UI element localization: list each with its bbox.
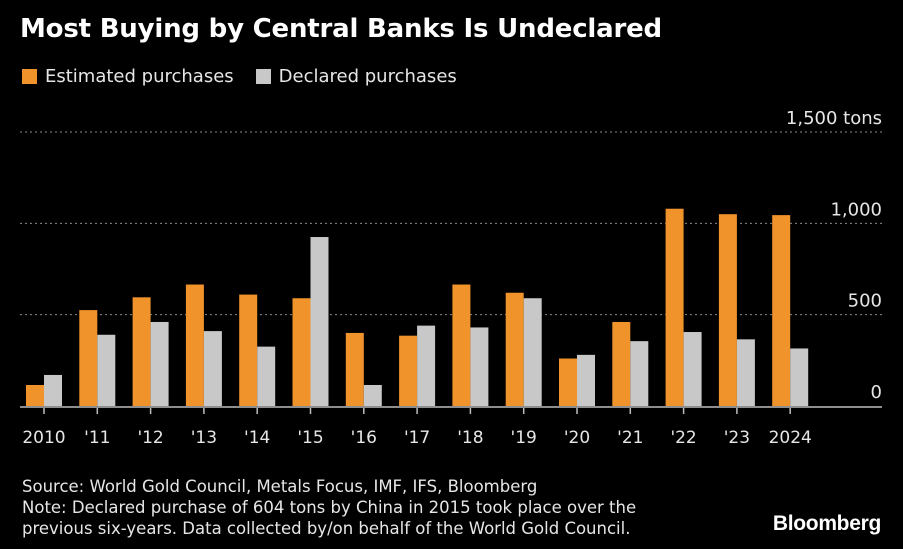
bar-estimated <box>452 284 471 406</box>
bar-declared <box>97 334 116 406</box>
x-tick-label: '19 <box>511 428 537 448</box>
bar-declared <box>150 321 169 406</box>
legend-label-estimated: Estimated purchases <box>45 66 234 87</box>
x-tick-label: '12 <box>137 428 163 448</box>
y-tick-label: 1,000 <box>830 199 882 220</box>
bar-estimated <box>612 321 631 406</box>
bar-declared <box>257 346 276 406</box>
bar-declared <box>203 331 222 406</box>
x-tick-label: '22 <box>670 428 696 448</box>
bar-estimated <box>559 358 577 406</box>
bar-declared <box>736 339 755 406</box>
bar-declared <box>310 237 329 406</box>
legend-item-declared: Declared purchases <box>255 66 457 87</box>
x-tick-label: '11 <box>84 428 110 448</box>
x-tick-label: '18 <box>457 428 483 448</box>
bar-estimated <box>665 208 684 406</box>
bar-declared <box>577 354 595 406</box>
chart-title: Most Buying by Central Banks Is Undeclar… <box>20 14 662 44</box>
note-line-2: previous six-years. Data collected by/on… <box>22 519 631 538</box>
legend-swatch-estimated <box>22 69 37 84</box>
x-tick-label: '13 <box>191 428 217 448</box>
legend: Estimated purchases Declared purchases <box>22 66 479 87</box>
x-tick-label: '16 <box>351 428 377 448</box>
x-tick-label: '14 <box>244 428 270 448</box>
bar-estimated <box>132 297 151 406</box>
bar-declared <box>523 298 542 406</box>
bar-estimated <box>239 294 258 406</box>
legend-label-declared: Declared purchases <box>278 66 457 87</box>
bar-estimated <box>772 215 791 406</box>
bar-declared <box>44 374 62 406</box>
x-tick-label: 2010 <box>22 428 65 448</box>
x-tick-label: '17 <box>404 428 430 448</box>
bar-estimated <box>26 384 44 406</box>
legend-swatch-declared <box>255 69 271 84</box>
y-tick-label: 500 <box>848 291 882 312</box>
bar-declared <box>790 348 809 406</box>
bar-declared <box>363 384 382 406</box>
note-line-1: Note: Declared purchase of 604 tons by C… <box>22 498 637 517</box>
source-text: Source: World Gold Council, Metals Focus… <box>22 477 538 496</box>
x-tick-label: '21 <box>617 428 643 448</box>
x-tick-label: 2024 <box>769 428 812 448</box>
bar-estimated <box>79 310 98 406</box>
x-tick-label: '20 <box>564 428 590 448</box>
bloomberg-logo: Bloomberg <box>772 512 881 535</box>
bar-declared <box>470 327 489 406</box>
x-tick-label: '15 <box>297 428 323 448</box>
y-tick-label: 0 <box>871 382 882 403</box>
bar-declared <box>683 332 702 406</box>
bar-estimated <box>505 292 524 406</box>
footer: Source: World Gold Council, Metals Focus… <box>22 476 636 539</box>
bar-declared <box>630 341 649 406</box>
bar-estimated <box>718 214 737 406</box>
bar-estimated <box>399 335 418 406</box>
bar-estimated <box>345 332 364 406</box>
legend-item-estimated: Estimated purchases <box>22 66 234 87</box>
bar-declared <box>417 325 436 406</box>
bar-estimated <box>292 298 311 406</box>
bar-estimated <box>185 284 204 406</box>
x-tick-label: '23 <box>724 428 750 448</box>
bar-chart: 0 500 1,000 1,500 tons 2010 '11 '12 '13 '14 '15 '1… <box>20 108 882 448</box>
y-tick-label: 1,500 tons <box>786 108 882 129</box>
